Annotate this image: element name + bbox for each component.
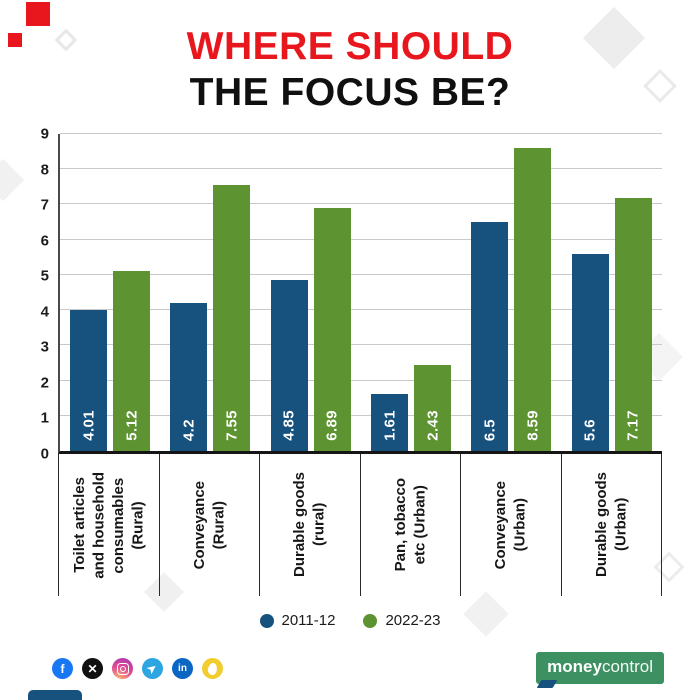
x-category-cell: Pan, tobacco etc (Urban): [359, 454, 461, 596]
decor-bottom-bar: [28, 690, 82, 700]
bar-value-label: 7.55: [223, 410, 241, 441]
facebook-glyph: f: [60, 661, 65, 676]
bar-value-label: 4.01: [80, 410, 98, 441]
x-category-cell: Conveyance (Urban): [460, 454, 561, 596]
y-tick-label: 5: [40, 267, 49, 285]
gridline: [60, 309, 662, 311]
x-category-cell: Durable goods (rural): [259, 454, 360, 596]
y-tick-label: 3: [40, 338, 49, 356]
gridline: [60, 168, 662, 170]
telegram-plane-glyph: ➤: [144, 661, 160, 677]
bar-2022-23: 2.43: [414, 365, 452, 451]
decor-red-square: [26, 2, 50, 26]
legend-dot: [363, 613, 378, 628]
x-category-label: Toilet articles and household consumable…: [70, 471, 147, 579]
moneycontrol-logo-money: money: [547, 657, 602, 676]
gridline: [60, 379, 662, 381]
moneycontrol-logo[interactable]: moneycontrol: [536, 652, 664, 684]
bar-2022-23: 7.55: [213, 185, 251, 451]
x-icon[interactable]: ✕: [82, 658, 103, 679]
decor-red-square-small: [8, 33, 22, 47]
legend-label: 2022-23: [385, 612, 441, 629]
bar-value-label: 5.12: [123, 410, 141, 441]
gridline: [60, 133, 662, 134]
gridline: [60, 238, 662, 240]
bar-2011-12: 4.01: [70, 309, 108, 451]
bar-group: 4.85 6.89: [261, 134, 361, 451]
plot-area: 4.01 5.12 4.2 7.55 4.85 6.89 1.61 2.43 6.5 8.59 5.…: [58, 133, 662, 454]
bar-2011-12: 6.5: [471, 222, 509, 451]
x-glyph: ✕: [87, 661, 98, 676]
bar-group: 1.61 2.43: [361, 134, 461, 451]
gridline: [60, 344, 662, 346]
bar-group: 5.6 7.17: [562, 134, 662, 451]
bar-value-label: 7.17: [624, 410, 642, 441]
gridline: [60, 414, 662, 416]
x-category-cell: Conveyance (Rural): [158, 454, 260, 596]
legend-item: 2022-23: [363, 612, 441, 629]
bar-group: 6.5 8.59: [461, 134, 561, 451]
bar-group: 4.01 5.12: [60, 134, 160, 451]
bar-value-label: 1.61: [381, 410, 399, 441]
x-category-label: Conveyance (Rural): [190, 480, 228, 570]
bar-2011-12: 5.6: [571, 253, 609, 451]
legend-dot: [259, 613, 274, 628]
x-category-label: Conveyance (Urban): [492, 480, 529, 570]
bar-group: 4.2 7.55: [160, 134, 260, 451]
x-category-cell: Toilet articles and household consumable…: [58, 454, 159, 596]
legend-label: 2011-12: [281, 612, 336, 629]
bar-2022-23: 5.12: [113, 270, 151, 451]
bar-2022-23: 7.17: [614, 198, 652, 451]
bar-2022-23: 6.89: [313, 208, 351, 451]
x-axis-labels: Toilet articles and household consumable…: [58, 454, 662, 596]
bar-value-label: 4.85: [280, 410, 298, 441]
y-axis-labels: 0 1 2 3 4 5 6 7 8 9: [28, 126, 58, 463]
y-tick-label: 6: [40, 232, 49, 250]
y-tick-label: 4: [40, 303, 49, 321]
telegram-icon[interactable]: ➤: [142, 658, 163, 679]
title-line-1: WHERE SHOULD: [186, 25, 514, 68]
linkedin-icon[interactable]: in: [172, 658, 193, 679]
gridline: [60, 273, 662, 275]
bar-2011-12: 4.2: [170, 303, 208, 451]
x-category-label: Durable goods (rural): [291, 472, 328, 578]
koo-bird-glyph: [206, 661, 219, 676]
bar-value-label: 2.43: [424, 410, 442, 441]
x-category-label: Pan, tobacco etc (Urban): [391, 478, 429, 572]
y-tick-label: 1: [40, 409, 49, 427]
plot-groups: 4.01 5.12 4.2 7.55 4.85 6.89 1.61 2.43 6.5 8.59 5.…: [60, 134, 662, 451]
decor-diamond: [0, 158, 25, 202]
chart: 0 1 2 3 4 5 6 7 8 9 4.01 5.12 4.2 7.55 4.85 6.89 1.61 2.…: [28, 126, 662, 596]
facebook-icon[interactable]: f: [52, 658, 73, 679]
bar-value-label: 6.89: [323, 410, 341, 441]
bar-2022-23: 8.59: [514, 148, 552, 451]
gridline: [60, 203, 662, 205]
y-tick-label: 9: [40, 125, 49, 143]
instagram-icon[interactable]: [112, 658, 133, 679]
x-category-label: Durable goods (Urban): [592, 472, 630, 578]
bar-2011-12: 1.61: [371, 394, 409, 451]
instagram-camera-glyph: [116, 662, 129, 675]
legend: 2011-12 2022-23: [0, 612, 700, 629]
bar-value-label: 5.6: [581, 418, 599, 441]
linkedin-glyph: in: [178, 662, 187, 674]
bar-value-label: 6.5: [481, 418, 499, 441]
bar-value-label: 4.2: [180, 418, 198, 441]
y-tick-label: 8: [40, 161, 49, 179]
title-line-2: THE FOCUS BE?: [189, 70, 511, 114]
bar-2011-12: 4.85: [270, 280, 308, 451]
y-tick-label: 0: [40, 445, 49, 463]
bar-value-label: 8.59: [524, 410, 542, 441]
page-title: WHERE SHOULD THE FOCUS BE?: [0, 24, 700, 115]
moneycontrol-logo-control: control: [601, 657, 653, 676]
y-tick-label: 7: [40, 196, 49, 214]
gridlines: [60, 133, 662, 451]
legend-item: 2011-12: [259, 612, 336, 629]
social-icons: f ✕ ➤ in: [52, 658, 223, 679]
koo-icon[interactable]: [202, 658, 223, 679]
plot-column: 4.01 5.12 4.2 7.55 4.85 6.89 1.61 2.43 6.5 8.59 5.…: [58, 133, 662, 596]
x-category-cell: Durable goods (Urban): [560, 454, 662, 596]
y-tick-label: 2: [40, 374, 49, 392]
